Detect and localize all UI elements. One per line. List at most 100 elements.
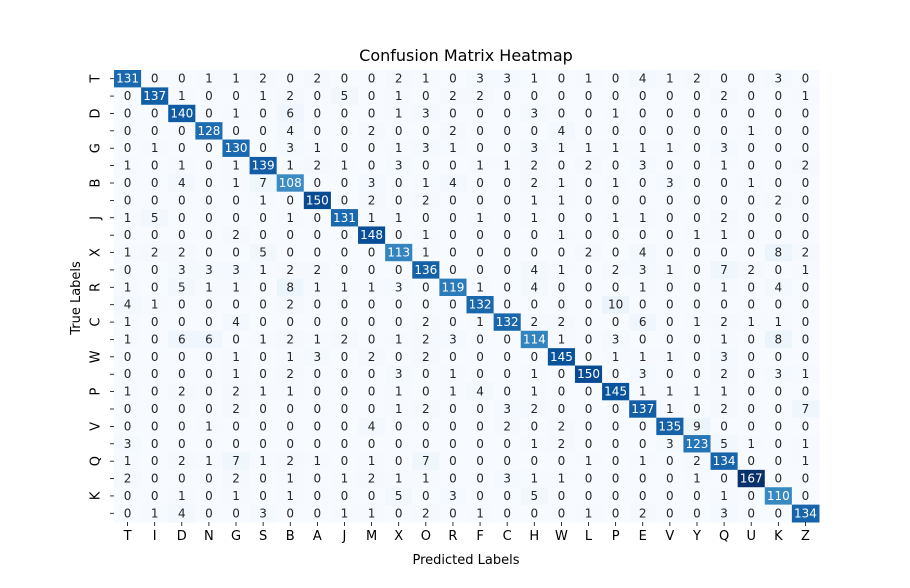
cell-value: 0	[151, 176, 159, 190]
heatmap-cell	[276, 469, 305, 488]
cell-value: 0	[747, 159, 755, 173]
cell-value: 2	[422, 350, 430, 364]
heatmap-cell	[222, 296, 251, 314]
cell-value: 0	[476, 454, 484, 468]
heatmap-cell	[683, 435, 712, 453]
cell-value: 0	[558, 489, 566, 503]
heatmap-cell	[710, 452, 739, 471]
heatmap-cell	[710, 469, 739, 488]
heatmap-cell	[710, 243, 739, 262]
cell-value: 1	[530, 193, 538, 207]
cell-value: 0	[612, 280, 620, 294]
heatmap-cell	[168, 104, 196, 123]
cell-value: 0	[503, 228, 511, 242]
cell-value: 0	[259, 298, 267, 312]
cell-value: 0	[449, 506, 457, 520]
cell-value: 1	[232, 106, 240, 120]
heatmap-cell	[249, 87, 278, 106]
heatmap-cell	[141, 278, 169, 297]
heatmap-cell	[466, 400, 495, 419]
cell-value: 0	[747, 211, 755, 225]
cell-value: 9	[693, 419, 701, 433]
heatmap-cell	[168, 226, 196, 245]
heatmap-cell	[520, 261, 549, 280]
cell-value: 0	[503, 280, 511, 294]
heatmap-cell	[249, 469, 278, 488]
heatmap-cell	[656, 261, 684, 280]
heatmap-cell	[330, 70, 359, 88]
cell-value: 2	[178, 385, 186, 399]
heatmap-cell	[683, 191, 712, 210]
cell-value: 3	[124, 437, 132, 451]
heatmap-cell	[303, 469, 332, 488]
heatmap-cell	[330, 435, 359, 453]
cell-value: 3	[286, 141, 294, 155]
heatmap-cell	[330, 365, 359, 384]
heatmap-cell	[249, 504, 278, 523]
heatmap-cell	[141, 261, 169, 280]
cell-value: 2	[747, 263, 755, 277]
heatmap-cell	[574, 435, 603, 453]
heatmap-cell	[466, 435, 495, 453]
heatmap-cell	[168, 278, 196, 297]
heatmap-cell	[439, 452, 467, 471]
cell-value: 0	[368, 298, 376, 312]
cell-value: 2	[612, 263, 620, 277]
heatmap-cell	[656, 313, 684, 332]
heatmap-cell	[602, 469, 630, 488]
heatmap-cell	[385, 87, 413, 106]
cell-value: 0	[693, 506, 701, 520]
heatmap-cell	[466, 417, 495, 436]
x-tick-label: Z	[801, 529, 810, 544]
heatmap-cell	[791, 278, 820, 297]
cell-value: 0	[558, 506, 566, 520]
heatmap-cell	[385, 400, 413, 419]
heatmap-cell	[493, 191, 522, 210]
heatmap-cell	[466, 243, 495, 262]
heatmap-cell	[764, 122, 793, 141]
cell-value: 0	[612, 489, 620, 503]
heatmap-cell	[276, 400, 305, 419]
heatmap-cell	[466, 104, 495, 123]
heatmap-cell	[114, 191, 142, 210]
cell-value: 2	[314, 72, 322, 86]
heatmap-cell	[303, 435, 332, 453]
cell-value: 2	[802, 246, 810, 260]
heatmap-cell	[168, 243, 196, 262]
cell-value: 0	[666, 211, 674, 225]
heatmap-cell	[249, 243, 278, 262]
heatmap-cell	[493, 243, 522, 262]
cell-value: 0	[314, 315, 322, 329]
heatmap-cell	[439, 313, 467, 332]
cell-value: 1	[747, 437, 755, 451]
heatmap-cell	[656, 435, 684, 453]
heatmap-cell	[358, 435, 386, 453]
cell-value: 1	[232, 350, 240, 364]
heatmap-cell	[574, 243, 603, 262]
heatmap-cell	[303, 296, 332, 314]
heatmap-cell	[656, 174, 684, 193]
heatmap-cell	[602, 313, 630, 332]
cell-value: 0	[314, 489, 322, 503]
heatmap-cell	[683, 452, 712, 471]
cell-value: 0	[151, 193, 159, 207]
cell-value: 0	[775, 263, 783, 277]
heatmap-cell	[656, 365, 684, 384]
cell-value: 0	[124, 350, 132, 364]
heatmap-cell	[574, 365, 603, 384]
heatmap-cell	[439, 122, 467, 141]
heatmap-cell	[330, 191, 359, 210]
heatmap-cell	[629, 452, 657, 471]
heatmap-cell	[439, 139, 467, 158]
cell-value: 0	[449, 211, 457, 225]
cell-value: 0	[205, 176, 213, 190]
cell-value: 0	[775, 141, 783, 155]
cell-value: 0	[178, 367, 186, 381]
heatmap-cell	[710, 226, 739, 245]
heatmap-cell	[710, 139, 739, 158]
x-tick-label: X	[394, 529, 403, 544]
heatmap-cell	[222, 139, 251, 158]
heatmap-cell	[358, 382, 386, 401]
cell-value: 0	[775, 211, 783, 225]
